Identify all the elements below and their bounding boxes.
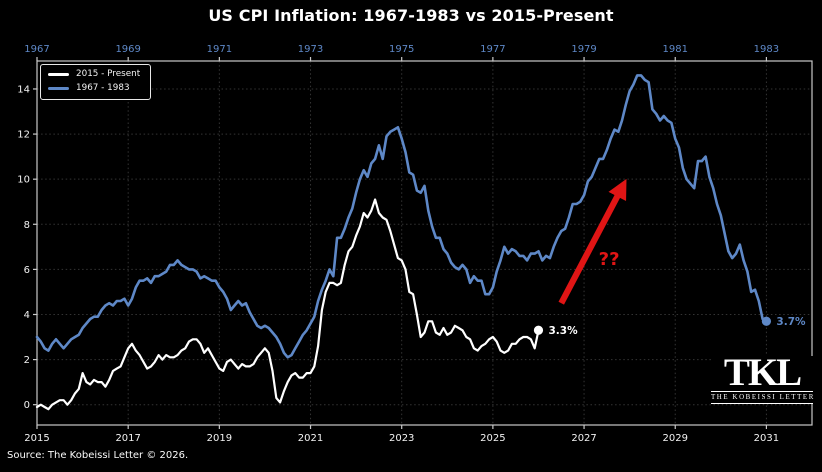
legend-swatch-1967-1983	[48, 86, 69, 90]
x-bottom-tick-label: 2031	[754, 433, 779, 444]
tkl-logo-wordmark: THE KOBEISSI LETTER	[711, 391, 813, 404]
endpoint-dot-2015-present	[533, 325, 544, 335]
legend-label-2015-present: 2015 - Present	[76, 69, 141, 79]
endpoint-label-1967-1983: 3.7%	[776, 316, 806, 328]
x-top-tick-label: 1977	[480, 44, 505, 55]
x-bottom-tick-label: 2019	[207, 433, 232, 444]
question-annotation: ??	[599, 249, 620, 270]
trend-arrow	[558, 178, 627, 305]
plot-frame	[36, 60, 813, 426]
tkl-logo: TKL THE KOBEISSI LETTER	[711, 351, 813, 404]
legend-swatch-2015-present	[48, 72, 69, 76]
legend-item-1967-1983: 1967 - 1983	[48, 82, 140, 93]
legend-item-2015-present: 2015 - Present	[48, 70, 140, 79]
y-tick-label: 6	[24, 265, 30, 276]
x-top-tick-label: 1969	[115, 44, 140, 55]
y-tick-label: 2	[24, 355, 30, 366]
x-top-tick-label: 1981	[663, 44, 688, 55]
chart-title: US CPI Inflation: 1967-1983 vs 2015-Pres…	[208, 6, 614, 25]
x-bottom-tick-label: 2015	[24, 433, 49, 444]
legend: 2015 - Present 1967 - 1983	[40, 64, 152, 100]
line-1967-1983	[35, 74, 768, 359]
y-tick-label: 10	[17, 175, 30, 186]
x-top-tick-label: 1971	[207, 44, 232, 55]
x-bottom-tick-label: 2027	[571, 433, 596, 444]
x-top-tick-label: 1973	[298, 44, 323, 55]
x-bottom-tick-label: 2023	[389, 433, 414, 444]
y-tick-label: 12	[17, 130, 30, 141]
x-bottom-tick-label: 2029	[663, 433, 688, 444]
legend-label-1967-1983: 1967 - 1983	[76, 82, 130, 93]
y-tick-label: 4	[24, 310, 30, 321]
x-top-tick-label: 1983	[754, 44, 779, 55]
y-tick-label: 0	[24, 400, 30, 411]
tkl-logo-monogram: TKL	[723, 351, 802, 394]
y-tick-label: 14	[17, 84, 30, 95]
source-note: Source: The Kobeissi Letter © 2026.	[7, 450, 189, 461]
x-top-tick-label: 1979	[571, 44, 596, 55]
x-bottom-tick-label: 2017	[115, 433, 140, 444]
x-bottom-tick-label: 2021	[298, 433, 323, 444]
endpoint-label-2015-present: 3.3%	[548, 325, 578, 337]
endpoint-dot-1967-1983	[761, 316, 772, 326]
y-tick-label: 8	[24, 220, 30, 231]
x-top-tick-label: 1975	[389, 44, 414, 55]
x-bottom-tick-label: 2025	[480, 433, 505, 444]
x-top-tick-label: 1967	[24, 44, 49, 55]
line-2015-present	[35, 198, 540, 411]
